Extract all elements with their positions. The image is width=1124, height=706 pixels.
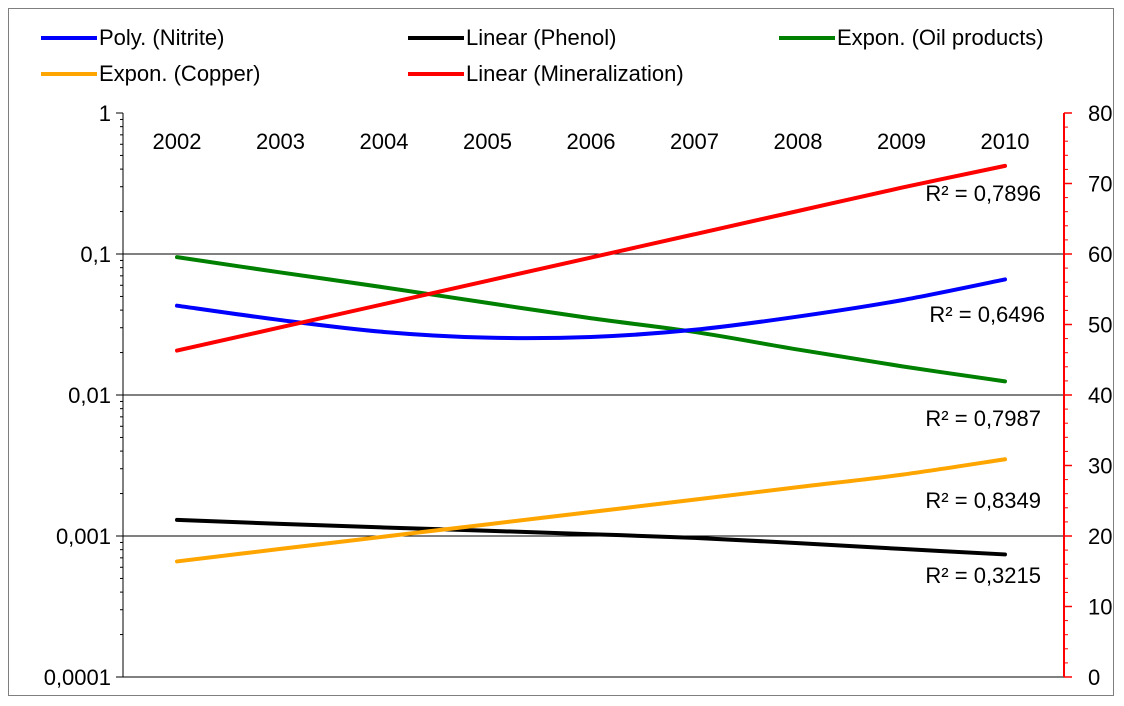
right-tick-label: 300 [1088, 454, 1114, 479]
left-tick-label: 0,01 [68, 383, 111, 408]
category-label: 2010 [981, 129, 1030, 154]
right-tick-label: 0 [1088, 665, 1100, 690]
category-label: 2008 [774, 129, 823, 154]
legend-label: Expon. (Copper) [99, 61, 260, 86]
series-line-linear-phenol [175, 517, 1007, 557]
right-tick-label: 800 [1088, 101, 1114, 126]
r2-label: R² = 0,3215 [925, 563, 1041, 588]
legend-label: Linear (Mineralization) [466, 61, 684, 86]
legend-item: Poly. (Nitrite) [41, 25, 225, 50]
category-label: 2002 [153, 129, 202, 154]
r2-label: R² = 0,7987 [925, 406, 1041, 431]
legend-label: Linear (Phenol) [466, 25, 616, 50]
category-label: 2005 [463, 129, 512, 154]
r2-label: R² = 0,8349 [925, 488, 1041, 513]
legend-label: Expon. (Oil products) [837, 25, 1044, 50]
series-line-poly-nitrite [175, 277, 1007, 341]
legend-item: Expon. (Oil products) [779, 25, 1044, 50]
right-tick-label: 600 [1088, 242, 1114, 267]
legend-item: Linear (Mineralization) [408, 61, 684, 86]
left-tick-label: 1 [99, 101, 111, 126]
legend: Poly. (Nitrite) Linear (Phenol) Expon. (Oi… [41, 25, 1044, 86]
left-tick-label: 0,0001 [44, 665, 111, 690]
left-tick-label: 0,001 [56, 524, 111, 549]
category-label: 2007 [670, 129, 719, 154]
right-tick-label: 100 [1088, 595, 1114, 620]
left-tick-label: 0,1 [80, 242, 111, 267]
r2-label: R² = 0,7896 [925, 181, 1041, 206]
category-label: 2004 [360, 129, 409, 154]
category-label: 2003 [256, 129, 305, 154]
series-line-expon-copper [175, 457, 1007, 564]
category-label: 2006 [567, 129, 616, 154]
category-label: 2009 [877, 129, 926, 154]
series-line-linear-mineralization [175, 163, 1007, 353]
right-tick-label: 700 [1088, 172, 1114, 197]
r2-label: R² = 0,6496 [929, 302, 1045, 327]
legend-label: Poly. (Nitrite) [99, 25, 225, 50]
legend-item: Linear (Phenol) [408, 25, 616, 50]
legend-item: Expon. (Copper) [41, 61, 260, 86]
plot-area: 0,0001 0,001 0,01 0,1 1 0 100 200 300 400 500 600 70… [44, 101, 1114, 690]
right-tick-label: 400 [1088, 383, 1114, 408]
chart-frame: Poly. (Nitrite) Linear (Phenol) Expon. (Oi… [8, 8, 1114, 696]
chart-svg: Poly. (Nitrite) Linear (Phenol) Expon. (Oi… [41, 25, 1114, 690]
right-tick-label: 200 [1088, 524, 1114, 549]
right-tick-label: 500 [1088, 313, 1114, 338]
series-line-expon-oil-products [175, 255, 1007, 384]
